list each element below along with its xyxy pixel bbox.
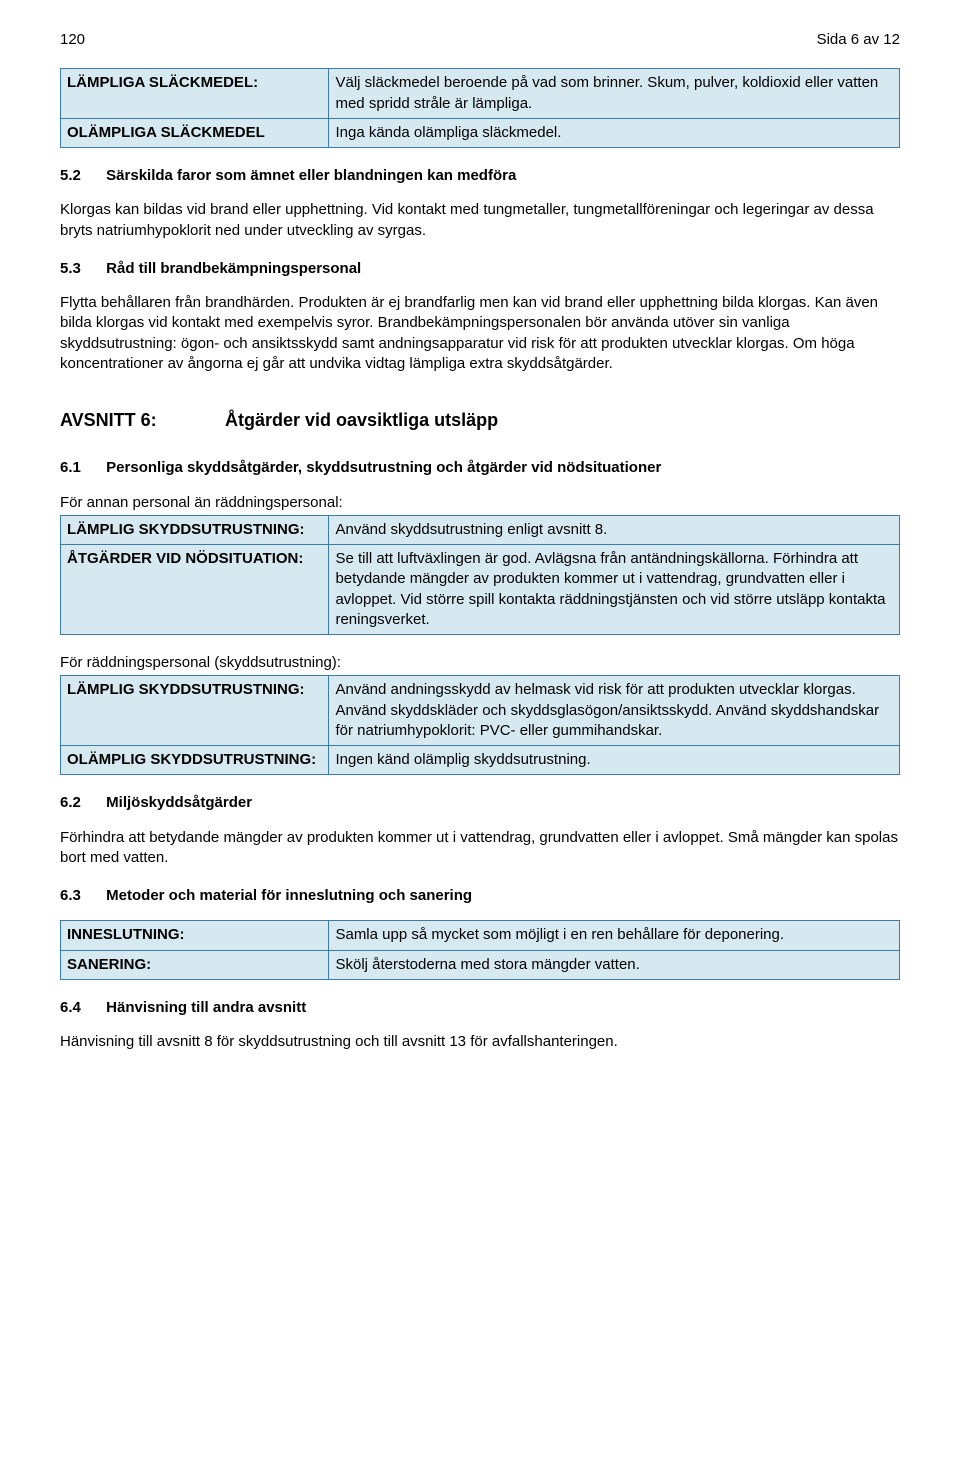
heading-title: Hänvisning till andra avsnitt — [106, 999, 306, 1016]
heading-num: 6.2 — [60, 793, 102, 813]
paragraph: Förhindra att betydande mängder av produ… — [60, 828, 900, 869]
heading-title: Metoder och material för inneslutning oc… — [106, 887, 472, 904]
cell-label: OLÄMPLIGA SLÄCKMEDEL — [61, 118, 329, 147]
heading-6-1: 6.1 Personliga skyddsåtgärder, skyddsutr… — [60, 458, 900, 478]
paragraph: Hänvisning till avsnitt 8 för skyddsutru… — [60, 1032, 900, 1052]
avsnitt-title: Åtgärder vid oavsiktliga utsläpp — [225, 410, 498, 430]
cell-label: LÄMPLIG SKYDDSUTRUSTNING: — [61, 676, 329, 746]
cell-value: Skölj återstoderna med stora mängder vat… — [329, 950, 900, 979]
cell-label: SANERING: — [61, 950, 329, 979]
table-row: SANERING: Skölj återstoderna med stora m… — [61, 950, 900, 979]
header-left: 120 — [60, 30, 85, 50]
cell-value: Använd andningsskydd av helmask vid risk… — [329, 676, 900, 746]
heading-num: 6.3 — [60, 886, 102, 906]
paragraph: Flytta behållaren från brandhärden. Prod… — [60, 293, 900, 374]
intro-text: För annan personal än räddningspersonal: — [60, 493, 900, 513]
avsnitt-label: AVSNITT 6: — [60, 408, 220, 432]
heading-6-4: 6.4 Hänvisning till andra avsnitt — [60, 998, 900, 1018]
section-6-title: AVSNITT 6: Åtgärder vid oavsiktliga utsl… — [60, 408, 900, 432]
heading-title: Personliga skyddsåtgärder, skyddsutrustn… — [106, 459, 661, 476]
header-right: Sida 6 av 12 — [817, 30, 900, 50]
cell-value: Välj släckmedel beroende på vad som brin… — [329, 69, 900, 119]
heading-6-2: 6.2 Miljöskyddsåtgärder — [60, 793, 900, 813]
table-row: ÅTGÄRDER VID NÖDSITUATION: Se till att l… — [61, 545, 900, 635]
intro-text: För räddningspersonal (skyddsutrustning)… — [60, 653, 900, 673]
table-row: INNESLUTNING: Samla upp så mycket som mö… — [61, 921, 900, 950]
table-row: LÄMPLIGA SLÄCKMEDEL: Välj släckmedel ber… — [61, 69, 900, 119]
heading-num: 5.2 — [60, 166, 102, 186]
table-row: OLÄMPLIGA SLÄCKMEDEL Inga kända olämplig… — [61, 118, 900, 147]
table-row: LÄMPLIG SKYDDSUTRUSTNING: Använd skyddsu… — [61, 515, 900, 544]
table-slackmedel: LÄMPLIGA SLÄCKMEDEL: Välj släckmedel ber… — [60, 68, 900, 148]
table-row: LÄMPLIG SKYDDSUTRUSTNING: Använd andning… — [61, 676, 900, 746]
cell-value: Inga kända olämpliga släckmedel. — [329, 118, 900, 147]
cell-label: LÄMPLIGA SLÄCKMEDEL: — [61, 69, 329, 119]
table-6-1b: LÄMPLIG SKYDDSUTRUSTNING: Använd andning… — [60, 675, 900, 775]
table-6-1a: LÄMPLIG SKYDDSUTRUSTNING: Använd skyddsu… — [60, 515, 900, 635]
heading-num: 6.4 — [60, 998, 102, 1018]
table-6-3: INNESLUTNING: Samla upp så mycket som mö… — [60, 920, 900, 980]
cell-value: Se till att luftväxlingen är god. Avlägs… — [329, 545, 900, 635]
cell-value: Ingen känd olämplig skyddsutrustning. — [329, 746, 900, 775]
heading-5-2: 5.2 Särskilda faror som ämnet eller blan… — [60, 166, 900, 186]
cell-value: Använd skyddsutrustning enligt avsnitt 8… — [329, 515, 900, 544]
paragraph: Klorgas kan bildas vid brand eller upphe… — [60, 200, 900, 241]
table-row: OLÄMPLIG SKYDDSUTRUSTNING: Ingen känd ol… — [61, 746, 900, 775]
heading-num: 6.1 — [60, 458, 102, 478]
cell-label: OLÄMPLIG SKYDDSUTRUSTNING: — [61, 746, 329, 775]
page-header: 120 Sida 6 av 12 — [60, 30, 900, 50]
heading-title: Särskilda faror som ämnet eller blandnin… — [106, 167, 516, 184]
heading-title: Miljöskyddsåtgärder — [106, 794, 252, 811]
cell-label: LÄMPLIG SKYDDSUTRUSTNING: — [61, 515, 329, 544]
heading-6-3: 6.3 Metoder och material för inneslutnin… — [60, 886, 900, 906]
heading-title: Råd till brandbekämpningspersonal — [106, 260, 361, 277]
heading-num: 5.3 — [60, 259, 102, 279]
cell-value: Samla upp så mycket som möjligt i en ren… — [329, 921, 900, 950]
heading-5-3: 5.3 Råd till brandbekämpningspersonal — [60, 259, 900, 279]
cell-label: INNESLUTNING: — [61, 921, 329, 950]
cell-label: ÅTGÄRDER VID NÖDSITUATION: — [61, 545, 329, 635]
